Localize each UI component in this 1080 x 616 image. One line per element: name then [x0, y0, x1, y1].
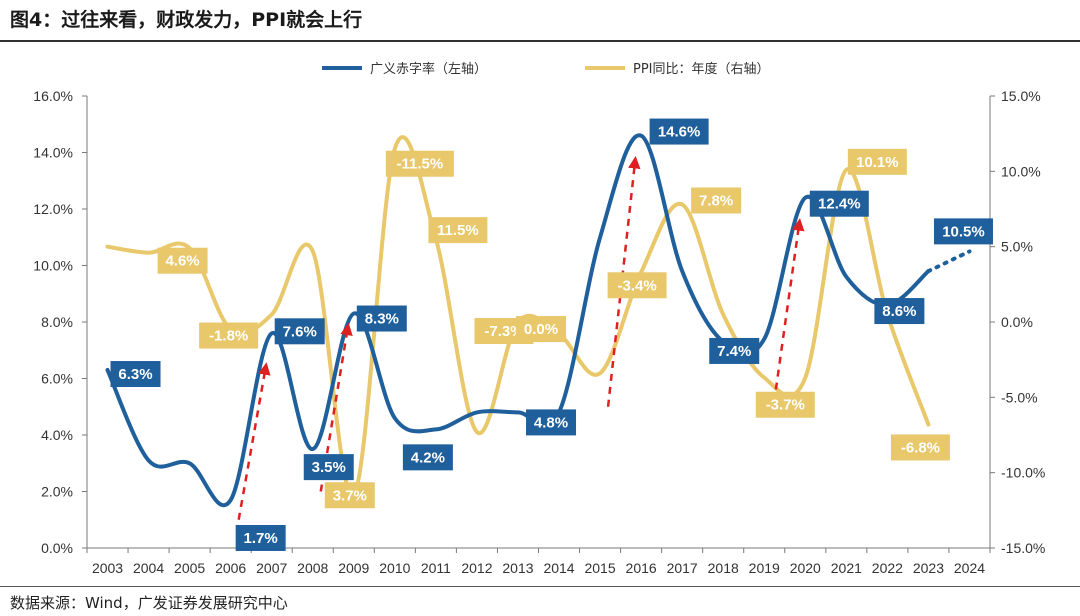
left-y-tick-label: 14.0%	[33, 145, 73, 161]
x-tick-label: 2020	[790, 560, 821, 576]
ppi-data-label: -1.8%	[209, 328, 248, 345]
x-tick-label: 2019	[749, 560, 780, 576]
figure-title: 图4：过往来看，财政发力，PPI就会上行	[10, 9, 363, 31]
deficit-data-label: 8.6%	[882, 303, 916, 320]
x-tick-label: 2004	[133, 560, 164, 576]
right-y-tick-label: 5.0%	[1001, 239, 1033, 255]
deficit-data-label: 14.6%	[658, 124, 701, 141]
x-tick-label: 2003	[92, 560, 123, 576]
ppi-data-label: -7.3%	[484, 323, 523, 340]
title-divider	[0, 40, 1080, 42]
left-y-tick-label: 6.0%	[41, 371, 73, 387]
x-tick-label: 2015	[584, 560, 615, 576]
x-tick-label: 2016	[626, 560, 657, 576]
x-tick-label: 2013	[502, 560, 533, 576]
right-y-tick-label: 10.0%	[1001, 163, 1041, 179]
ppi-data-label: 7.8%	[699, 192, 733, 209]
ppi-data-label: 11.5%	[437, 222, 479, 239]
x-tick-label: 2008	[297, 560, 328, 576]
deficit-data-label: 4.8%	[534, 414, 568, 431]
ppi-data-label: -11.5%	[396, 156, 443, 173]
ppi-label-box	[428, 217, 488, 244]
ppi-label-box	[691, 187, 742, 214]
right-y-tick-label: 0.0%	[1001, 314, 1033, 330]
deficit-label-box	[235, 524, 286, 551]
left-y-tick-label: 16.0%	[33, 88, 73, 104]
right-y-tick-label: -5.0%	[1001, 389, 1038, 405]
ppi-data-label: 4.6%	[165, 253, 199, 270]
deficit-label-box	[274, 318, 325, 345]
ppi-data-label: 3.7%	[333, 487, 367, 504]
ppi-label-box	[847, 148, 907, 175]
ppi-label-box	[157, 247, 208, 274]
x-tick-label: 2010	[379, 560, 410, 576]
deficit-label-box	[874, 298, 925, 325]
ppi-label-box	[199, 322, 259, 349]
chart: 0.0% 2.0% 4.0% 6.0% 8.0% 10.0% 12.0% 14.0% 16.0%…	[33, 61, 1045, 576]
deficit-label-box	[526, 409, 577, 436]
left-y-tick-label: 10.0%	[33, 258, 73, 274]
trend-arrow	[771, 218, 805, 416]
left-y-tick-label: 8.0%	[41, 314, 73, 330]
ppi-data-label: -3.4%	[618, 277, 657, 294]
deficit-label-box	[402, 444, 453, 471]
x-tick-label: 2005	[174, 560, 205, 576]
deficit-data-label: 1.7%	[244, 530, 278, 547]
legend-deficit-label: 广义赤字率（左轴）	[370, 61, 487, 77]
ppi-series-line	[105, 135, 931, 498]
left-y-tick-label: 0.0%	[41, 540, 73, 556]
right-y-tick-label: -10.0%	[1001, 465, 1045, 481]
deficit-label-box	[649, 118, 709, 145]
ppi-label-box	[890, 434, 950, 461]
x-tick-label: 2014	[543, 560, 574, 576]
deficit-data-label: 8.3%	[365, 311, 399, 328]
x-tick-label: 2012	[461, 560, 492, 576]
x-tick-label: 2006	[215, 560, 246, 576]
ppi-label-box	[755, 391, 815, 418]
ppi-data-label: -6.8%	[901, 439, 940, 456]
deficit-data-label: 7.4%	[717, 343, 751, 360]
x-tick-label: 2018	[708, 560, 739, 576]
ppi-label-box	[516, 316, 567, 343]
ppi-label-box	[324, 482, 375, 509]
right-y-tick-label: -15.0%	[1001, 540, 1045, 556]
deficit-label-box	[809, 190, 869, 217]
ppi-data-label: 0.0%	[524, 321, 558, 338]
left-y-tick-label: 4.0%	[41, 427, 73, 443]
deficit-label-box	[933, 218, 993, 245]
x-tick-label: 2009	[338, 560, 369, 576]
x-tick-label: 2023	[913, 560, 944, 576]
deficit-data-label: 4.2%	[411, 449, 445, 466]
deficit-forecast-line	[926, 249, 972, 274]
deficit-series-line	[105, 133, 931, 508]
deficit-data-label: 3.5%	[312, 459, 346, 476]
figure-source: 数据来源：Wind，广发证券发展研究中心	[10, 594, 288, 612]
source-divider	[0, 586, 1080, 587]
right-y-tick-label: 15.0%	[1001, 88, 1041, 104]
deficit-label-box	[356, 305, 407, 332]
x-tick-label: 2007	[256, 560, 287, 576]
trend-arrow	[237, 362, 271, 520]
x-tick-label: 2017	[667, 560, 698, 576]
x-tick-label: 2011	[421, 560, 451, 576]
x-tick-label: 2021	[831, 560, 862, 576]
left-y-tick-label: 2.0%	[41, 484, 73, 500]
x-tick-label: 2022	[872, 560, 903, 576]
deficit-label-box	[110, 361, 161, 388]
deficit-data-label: 7.6%	[283, 323, 317, 340]
legend-ppi-label: PPI同比：年度（右轴）	[633, 61, 770, 77]
ppi-label-box	[607, 272, 667, 299]
deficit-data-label: 12.4%	[818, 196, 861, 213]
ppi-label-box	[385, 150, 454, 177]
ppi-data-label: -3.7%	[766, 397, 805, 414]
ppi-data-label: 10.1%	[856, 154, 899, 171]
deficit-label-box	[709, 337, 760, 364]
x-tick-label: 2024	[954, 560, 985, 576]
deficit-data-label: 10.5%	[942, 223, 985, 240]
left-y-tick-label: 12.0%	[33, 201, 73, 217]
deficit-label-box	[303, 454, 354, 481]
deficit-data-label: 6.3%	[118, 366, 152, 383]
